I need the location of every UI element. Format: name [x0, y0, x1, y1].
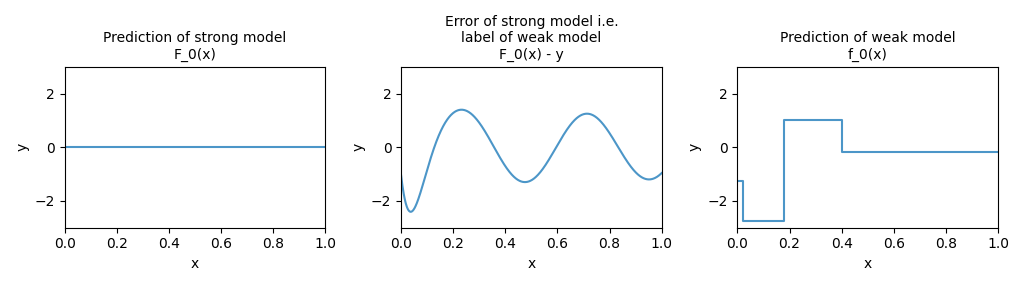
Title: Prediction of weak model
f_0(x): Prediction of weak model f_0(x) — [780, 31, 955, 61]
X-axis label: x: x — [190, 257, 200, 271]
Y-axis label: y: y — [351, 143, 366, 151]
X-axis label: x: x — [863, 257, 871, 271]
Y-axis label: y: y — [15, 143, 29, 151]
X-axis label: x: x — [527, 257, 536, 271]
Y-axis label: y: y — [688, 143, 701, 151]
Title: Error of strong model i.e.
label of weak model
F_0(x) - y: Error of strong model i.e. label of weak… — [444, 15, 618, 61]
Title: Prediction of strong model
F_0(x): Prediction of strong model F_0(x) — [103, 31, 287, 61]
